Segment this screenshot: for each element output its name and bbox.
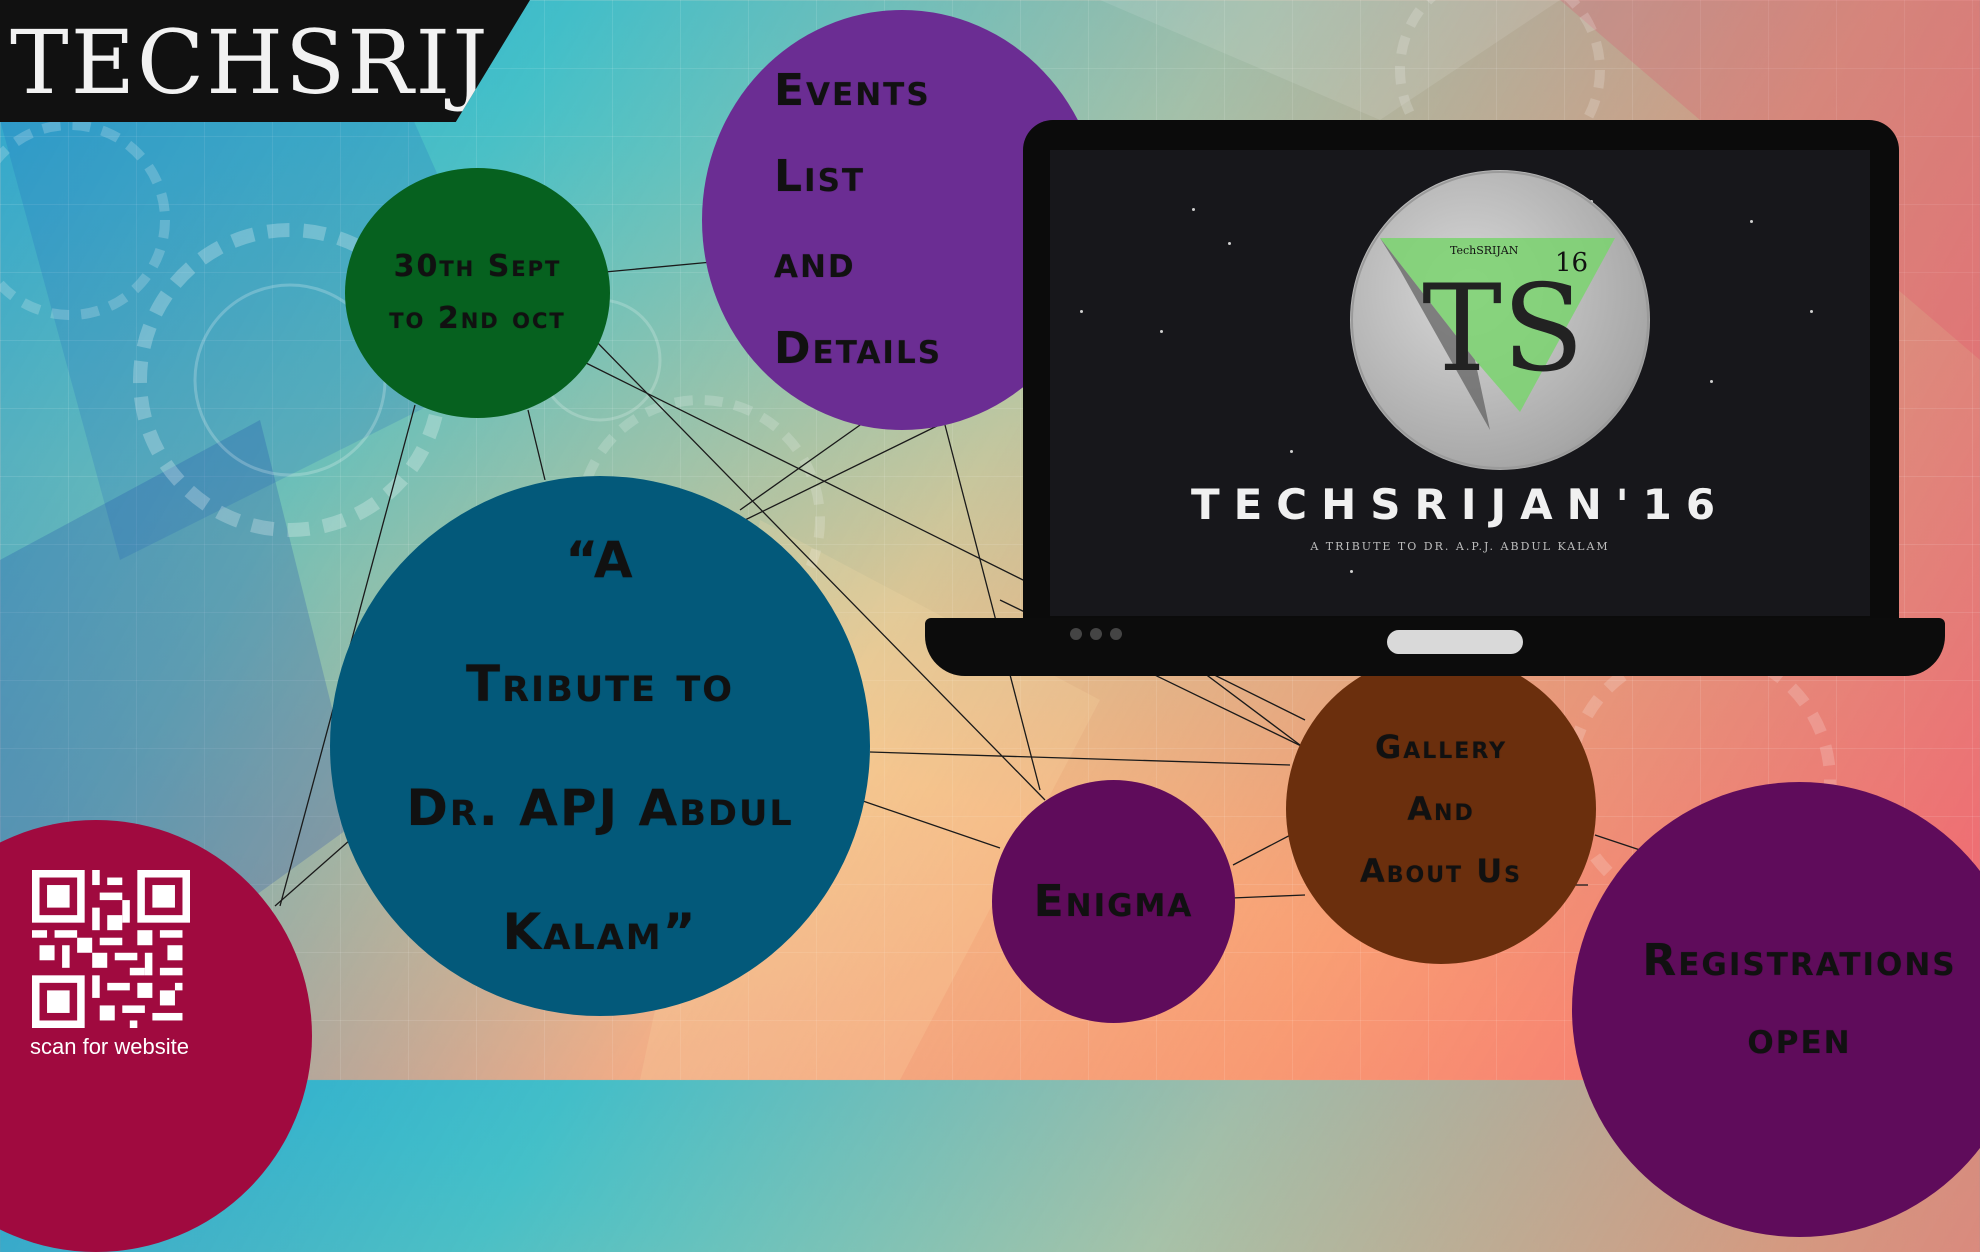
enigma-label: Enigma <box>1033 876 1194 927</box>
laptop-mockup: TS 16 TechSRIJAN TECHSRIJAN'16 A TRIBUTE… <box>925 120 1945 680</box>
brand-banner: TECHSRIJAN <box>0 0 530 122</box>
screen-subtitle: A TRIBUTE TO DR. A.P.J. ABDUL KALAM <box>1310 540 1610 553</box>
enigma-button[interactable]: Enigma <box>992 780 1235 1023</box>
event-dates-bubble: 30th Sept to 2nd oct <box>345 168 610 418</box>
events-list-label: Events List and Details <box>774 65 943 374</box>
qr-code-icon[interactable] <box>32 870 190 1028</box>
indicator-light-icon <box>1110 628 1122 640</box>
emblem-year: 16 <box>1555 248 1589 278</box>
indicator-light-icon <box>1070 628 1082 640</box>
indicator-light-icon <box>1090 628 1102 640</box>
emblem-letters: TS <box>1422 260 1585 399</box>
gallery-about-button[interactable]: Gallery And About Us <box>1286 654 1596 964</box>
tribute-label: “A Tribute to Dr. APJ Abdul Kalam” <box>406 531 794 961</box>
event-dates-label: 30th Sept to 2nd oct <box>389 249 566 336</box>
tribute-bubble: “A Tribute to Dr. APJ Abdul Kalam” <box>330 476 870 1016</box>
laptop-trackpad <box>1387 630 1523 654</box>
registrations-label: Registrations open <box>1642 935 1957 1064</box>
laptop-screen: TS 16 TechSRIJAN TECHSRIJAN'16 A TRIBUTE… <box>1050 150 1870 616</box>
screen-title: TECHSRIJAN'16 <box>1190 480 1730 529</box>
emblem-v-icon <box>1351 171 1649 469</box>
qr-caption: scan for website <box>30 1034 189 1059</box>
brand-logo: TECHSRIJAN <box>10 11 635 114</box>
gallery-about-label: Gallery And About Us <box>1359 728 1523 890</box>
emblem-small-text: TechSRIJAN <box>1450 244 1519 257</box>
